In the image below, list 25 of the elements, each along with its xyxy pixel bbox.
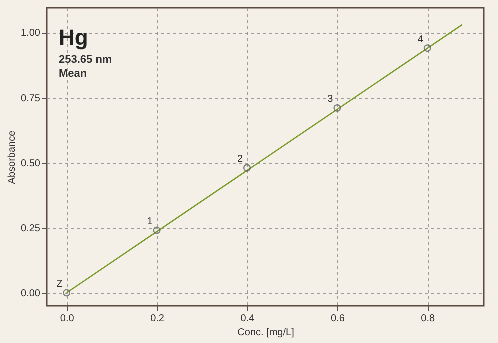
- y-tick-label: 0.75: [21, 93, 41, 104]
- y-tick-label: 0.25: [21, 223, 41, 234]
- y-tick-label: 0.00: [21, 288, 41, 300]
- x-tick-label: 0.4: [240, 314, 256, 324]
- point: [334, 104, 342, 112]
- point: [63, 289, 71, 297]
- y-tick-label: 0.50: [21, 158, 41, 170]
- text: Hg: [59, 25, 88, 50]
- point: [153, 226, 161, 234]
- x-tick-label: 0.0: [60, 314, 75, 324]
- annotation: Mean: [59, 68, 88, 80]
- annotation: Z: [56, 278, 63, 290]
- annotation: 2: [237, 154, 244, 166]
- x-tick-label: 0.8: [421, 314, 436, 324]
- y-axis-title: Absorbance: [7, 130, 18, 184]
- point: [424, 44, 432, 52]
- annotation: 1: [147, 216, 154, 228]
- x-tick-label: 0.2: [150, 314, 165, 324]
- annotation: 3: [328, 94, 334, 106]
- text: 253.65 nm: [59, 54, 112, 66]
- annotation: 4: [418, 34, 424, 46]
- x-axis-title: Conc. [mg/L]: [238, 328, 295, 338]
- point: [243, 164, 251, 172]
- x-tick-label: 0.6: [330, 314, 346, 324]
- y-tick-label: 1.00: [21, 28, 41, 40]
